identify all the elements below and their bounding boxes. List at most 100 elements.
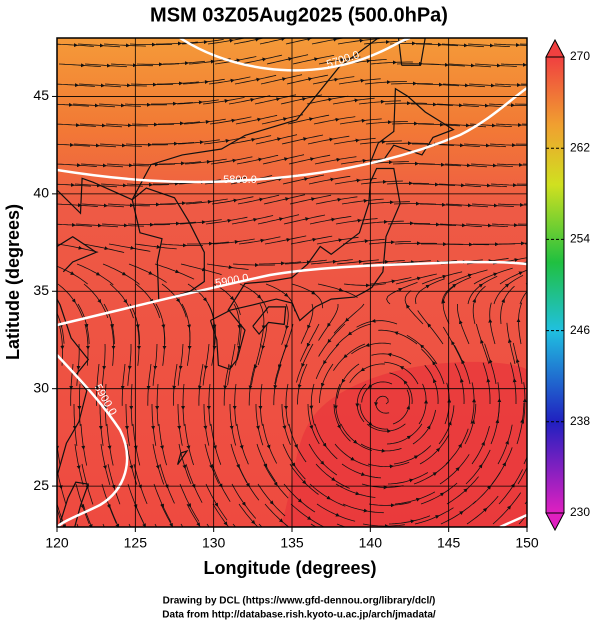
streamline [181, 40, 208, 45]
streamline [466, 85, 485, 88]
streamline [490, 257, 509, 262]
streamline [419, 162, 445, 167]
streamline [133, 202, 160, 207]
streamline [277, 343, 288, 369]
streamline [125, 142, 152, 147]
streamline [369, 279, 396, 285]
streamline [75, 44, 94, 47]
streamlines [48, 38, 527, 560]
streamline [184, 467, 192, 485]
streamline [301, 343, 314, 368]
streamline [522, 402, 525, 421]
streamline [177, 221, 196, 224]
x-tick-label: 145 [437, 535, 461, 551]
streamline [153, 343, 158, 370]
streamline [315, 463, 336, 481]
streamline [159, 161, 185, 166]
streamline [156, 408, 159, 426]
streamline [310, 259, 337, 265]
streamline [187, 347, 190, 366]
streamline [349, 369, 363, 384]
streamline [76, 84, 95, 87]
streamline [518, 302, 523, 321]
streamline [500, 298, 505, 325]
streamline [75, 483, 85, 509]
streamline [258, 383, 263, 410]
streamline [296, 365, 303, 383]
contour-label: 5800.0 [223, 174, 257, 186]
streamline [384, 101, 411, 106]
streamline [432, 378, 439, 405]
streamline [99, 143, 126, 148]
streamline [197, 363, 204, 390]
streamline [351, 345, 368, 355]
streamline [489, 143, 516, 148]
streamline [98, 274, 114, 286]
streamline [474, 63, 501, 68]
streamline [155, 383, 160, 410]
streamline [77, 124, 96, 127]
x-tick-label: 125 [124, 535, 148, 551]
streamline [489, 225, 508, 227]
streamline [95, 363, 100, 390]
streamline [231, 217, 258, 225]
streamline [124, 404, 129, 430]
streamline [383, 140, 402, 143]
streamline [167, 545, 177, 560]
streamline [355, 442, 373, 451]
streamline [367, 283, 386, 286]
streamline [82, 243, 109, 251]
streamline [100, 183, 127, 188]
streamline [368, 240, 395, 245]
streamline [363, 118, 382, 121]
streamline [507, 424, 513, 443]
streamline [406, 389, 411, 408]
streamline [394, 331, 418, 345]
streamline [162, 61, 189, 66]
streamline [211, 466, 220, 484]
streamline [231, 38, 247, 41]
streamline [496, 162, 523, 167]
streamline [234, 77, 261, 85]
streamline [299, 345, 309, 362]
streamline [98, 404, 103, 430]
streamline [257, 427, 264, 446]
streamline [200, 99, 219, 103]
streamline [184, 159, 211, 165]
streamline [99, 225, 118, 228]
colorbar-tick-label: 238 [570, 414, 590, 428]
streamline [248, 387, 251, 406]
streamline [462, 185, 481, 188]
streamline [259, 38, 286, 45]
streamline [307, 214, 326, 220]
streamline [193, 486, 203, 503]
streamline [57, 142, 74, 147]
streamline [112, 326, 115, 345]
streamline [305, 538, 321, 546]
streamline [341, 198, 368, 205]
streamline [135, 283, 154, 304]
streamline [48, 404, 49, 428]
streamline [333, 403, 341, 429]
streamline [238, 56, 257, 61]
streamline [362, 259, 389, 265]
streamline [412, 425, 431, 445]
streamline [421, 274, 447, 285]
streamline [77, 383, 82, 410]
streamline [421, 348, 434, 363]
streamline [284, 74, 303, 80]
streamline [179, 220, 206, 225]
streamline [157, 467, 165, 485]
streamline [159, 463, 169, 489]
streamline [179, 483, 191, 508]
streamline [506, 322, 510, 341]
colorbar-tick-label: 230 [570, 505, 590, 519]
streamline [113, 487, 121, 505]
streamline [409, 423, 423, 438]
streamline [160, 243, 187, 248]
streamline [333, 138, 360, 145]
streamline [69, 363, 74, 390]
streamline [234, 156, 253, 161]
streamline [60, 487, 67, 505]
streamline [327, 304, 339, 328]
